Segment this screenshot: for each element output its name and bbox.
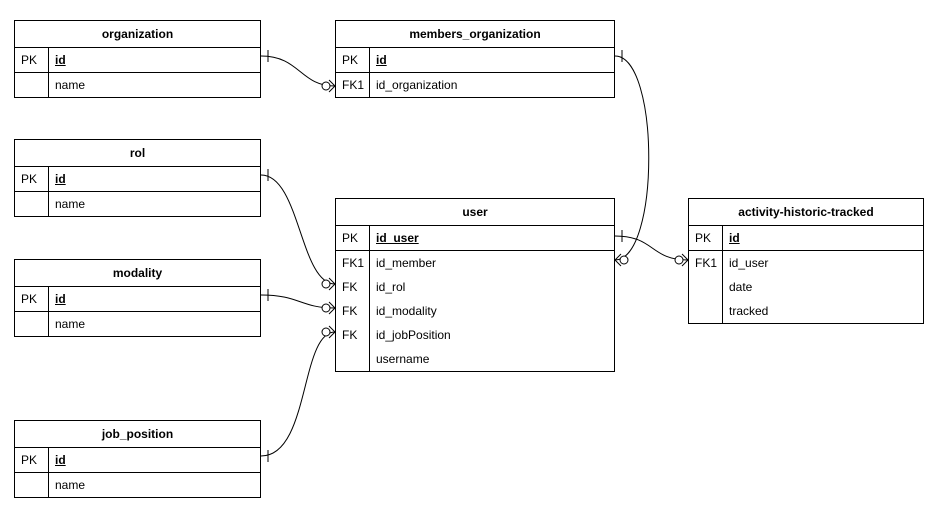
- entity-body: PK FK1 FK FK FK id_user id_member id_rol…: [336, 226, 614, 371]
- attr-cell: id: [370, 48, 614, 73]
- key-column: PK FK1 FK FK FK: [336, 226, 370, 371]
- entity-body: PK id name: [15, 287, 260, 336]
- key-cell: PK: [689, 226, 722, 251]
- edge-rol-to-user: [261, 169, 335, 290]
- attr-cell: id_user: [723, 251, 923, 275]
- key-cell: [15, 73, 48, 87]
- entity-modality: modality PK id name: [14, 259, 261, 337]
- entity-body: PK FK1 id id_user date tracked: [689, 226, 923, 323]
- edge-modality-to-user: [261, 289, 335, 314]
- key-cell: PK: [15, 48, 48, 73]
- attr-cell: id: [49, 448, 260, 473]
- key-cell: PK: [15, 167, 48, 192]
- attr-cell: id_jobPosition: [370, 323, 614, 347]
- key-cell: PK: [336, 48, 369, 73]
- attr-column: id name: [49, 167, 260, 216]
- entity-job-position: job_position PK id name: [14, 420, 261, 498]
- entity-activity-historic-tracked: activity-historic-tracked PK FK1 id id_u…: [688, 198, 924, 324]
- key-cell: FK: [336, 275, 369, 299]
- key-cell: [15, 192, 48, 206]
- attr-cell: id: [49, 167, 260, 192]
- entity-title: job_position: [15, 421, 260, 448]
- key-cell: PK: [15, 287, 48, 312]
- attr-cell: username: [370, 347, 614, 371]
- key-cell: [689, 275, 722, 289]
- attr-cell: name: [49, 312, 260, 336]
- entity-rol: rol PK id name: [14, 139, 261, 217]
- entity-title: rol: [15, 140, 260, 167]
- key-cell: [336, 347, 369, 361]
- key-cell: PK: [15, 448, 48, 473]
- attr-cell: id_rol: [370, 275, 614, 299]
- attr-cell: id_modality: [370, 299, 614, 323]
- attr-column: id name: [49, 448, 260, 497]
- attr-column: id name: [49, 287, 260, 336]
- key-cell: [15, 473, 48, 487]
- key-column: PK: [15, 48, 49, 97]
- key-cell: [689, 289, 722, 303]
- attr-column: id name: [49, 48, 260, 97]
- entity-organization: organization PK id name: [14, 20, 261, 98]
- attr-cell: id: [49, 287, 260, 312]
- key-cell: FK: [336, 323, 369, 347]
- key-column: PK: [15, 167, 49, 216]
- entity-members-organization: members_organization PK FK1 id id_organi…: [335, 20, 615, 98]
- entity-user: user PK FK1 FK FK FK id_user id_member i…: [335, 198, 615, 372]
- attr-cell: tracked: [723, 299, 923, 323]
- attr-cell: id: [723, 226, 923, 251]
- key-column: PK FK1: [336, 48, 370, 97]
- attr-cell: id_member: [370, 251, 614, 275]
- attr-cell: name: [49, 192, 260, 216]
- entity-title: members_organization: [336, 21, 614, 48]
- entity-body: PK id name: [15, 448, 260, 497]
- attr-cell: date: [723, 275, 923, 299]
- key-cell: FK1: [689, 251, 722, 275]
- entity-body: PK id name: [15, 167, 260, 216]
- entity-title: user: [336, 199, 614, 226]
- key-cell: FK1: [336, 73, 369, 97]
- key-column: PK FK1: [689, 226, 723, 323]
- attr-column: id_user id_member id_rol id_modality id_…: [370, 226, 614, 371]
- attr-cell: id_organization: [370, 73, 614, 97]
- edge-members-to-user: [615, 50, 649, 266]
- attr-column: id id_user date tracked: [723, 226, 923, 323]
- entity-title: modality: [15, 260, 260, 287]
- key-column: PK: [15, 448, 49, 497]
- key-cell: FK1: [336, 251, 369, 275]
- attr-cell: id: [49, 48, 260, 73]
- key-cell: FK: [336, 299, 369, 323]
- edge-jobposition-to-user: [261, 326, 335, 462]
- edge-user-to-activity: [615, 230, 688, 266]
- attr-column: id id_organization: [370, 48, 614, 97]
- attr-cell: name: [49, 73, 260, 97]
- key-column: PK: [15, 287, 49, 336]
- entity-title: organization: [15, 21, 260, 48]
- attr-cell: id_user: [370, 226, 614, 251]
- entity-title: activity-historic-tracked: [689, 199, 923, 226]
- attr-cell: name: [49, 473, 260, 497]
- edge-organization-to-members: [261, 50, 335, 92]
- entity-body: PK id name: [15, 48, 260, 97]
- key-cell: [15, 312, 48, 326]
- key-cell: PK: [336, 226, 369, 251]
- entity-body: PK FK1 id id_organization: [336, 48, 614, 97]
